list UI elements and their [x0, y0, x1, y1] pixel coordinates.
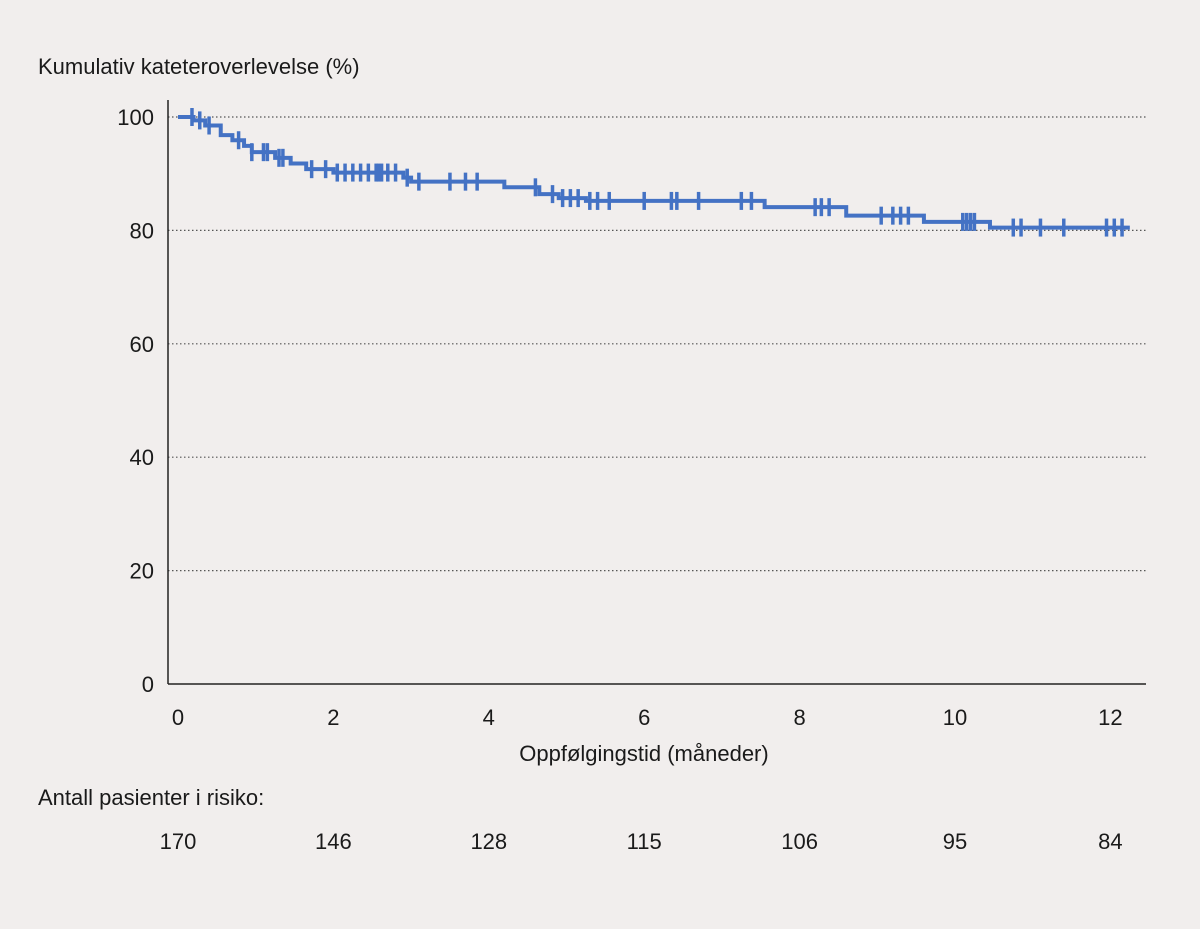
x-tick-label-0: 0: [172, 705, 184, 730]
x-tick-label-8: 8: [793, 705, 805, 730]
risk-count-10: 95: [942, 829, 968, 854]
risk-count-6: 115: [626, 829, 662, 854]
risk-count-8: 106: [781, 829, 818, 854]
risk-count-12: 84: [1098, 829, 1123, 854]
axes: [167, 100, 1146, 685]
y-tick-label-60: 60: [130, 332, 154, 357]
risk-count-0: 170: [159, 829, 197, 854]
survival-line: [178, 115, 1130, 230]
risk-count-4: 128: [470, 829, 508, 854]
series-survival: [178, 115, 1130, 230]
y-tick-label-100: 100: [117, 105, 154, 130]
x-tick-label-6: 6: [638, 705, 650, 730]
risk-count-2: 146: [315, 829, 352, 854]
x-tick-labels: 0 2 4 6 8 10 12: [172, 705, 1123, 730]
risk-table-title: Antall pasienter i risiko:: [38, 785, 265, 810]
x-tick-label-10: 10: [943, 705, 967, 730]
x-tick-label-4: 4: [483, 705, 495, 730]
y-tick-label-20: 20: [130, 559, 154, 584]
gridlines: [168, 116, 1146, 572]
x-axis-title: Oppfølgingstid (måneder): [519, 741, 769, 766]
y-tick-label-80: 80: [130, 218, 154, 243]
y-tick-labels: 0 20 40 60 80 100: [117, 105, 154, 697]
x-tick-label-2: 2: [327, 705, 339, 730]
y-axis-title: Kumulativ kateteroverlevelse (%): [38, 54, 360, 79]
censor-marks: [190, 108, 1124, 237]
x-tick-label-12: 12: [1098, 705, 1122, 730]
y-tick-label-40: 40: [130, 445, 154, 470]
y-tick-label-0: 0: [142, 672, 154, 697]
